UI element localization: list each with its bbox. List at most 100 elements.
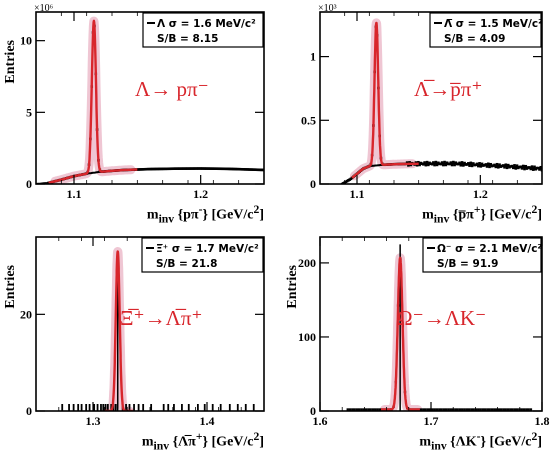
plot-area bbox=[36, 16, 264, 184]
plot-area bbox=[346, 244, 533, 411]
data-point bbox=[440, 161, 444, 164]
data-point bbox=[351, 408, 354, 411]
data-point bbox=[505, 166, 509, 170]
data-point bbox=[463, 408, 466, 411]
x-axis-label-box: minv {pπ-} [GeV/c2] bbox=[146, 203, 264, 223]
data-point bbox=[479, 165, 483, 168]
data-point bbox=[477, 408, 480, 411]
data-point bbox=[362, 408, 365, 411]
data-point bbox=[483, 408, 487, 411]
x-axis-label: minv {pπ-} [GeV/c2] bbox=[146, 203, 264, 223]
data-point bbox=[467, 408, 471, 411]
data-point bbox=[428, 408, 432, 411]
data-point bbox=[504, 408, 507, 411]
data-point bbox=[479, 408, 482, 411]
x-tick-label: 1.1 bbox=[350, 187, 365, 201]
data-point bbox=[431, 408, 434, 411]
data-point bbox=[493, 408, 496, 411]
data-point bbox=[511, 408, 514, 411]
data-point bbox=[454, 408, 457, 411]
data-point bbox=[435, 408, 439, 411]
data-point bbox=[520, 408, 523, 411]
y-tick-label: 20 bbox=[20, 307, 32, 321]
y-axis-label: Entries bbox=[285, 264, 300, 308]
x-tick-label: 1.7 bbox=[424, 414, 439, 428]
data-point bbox=[458, 408, 462, 411]
data-point bbox=[433, 408, 436, 411]
data-point bbox=[444, 163, 448, 167]
data-point bbox=[360, 408, 363, 411]
y-tick-label: 0.5 bbox=[301, 113, 316, 127]
reaction-label: Ξ̅⁺→Λ̅π⁺ bbox=[120, 306, 203, 330]
data-point bbox=[470, 408, 473, 411]
data-point bbox=[371, 408, 375, 411]
data-point bbox=[438, 408, 441, 411]
data-point bbox=[515, 164, 519, 167]
data-point bbox=[486, 408, 489, 411]
data-point bbox=[435, 163, 439, 167]
data-point bbox=[513, 408, 517, 411]
data-point bbox=[494, 165, 498, 169]
chart-panel-2: 1.1 1.2 0 0.5 1 ×10³ minv {p̅π+} [GeV/c2] Λ̅ σ … bbox=[301, 3, 543, 223]
legend-sigma: Ω⁻ σ = 2.1 MeV/c² bbox=[437, 243, 542, 255]
data-point bbox=[502, 408, 505, 411]
data-point bbox=[522, 408, 526, 411]
data-point bbox=[405, 161, 409, 164]
plot-frame bbox=[35, 11, 265, 185]
data-point bbox=[529, 167, 533, 171]
data-point bbox=[450, 163, 454, 167]
y-axis-label: Entries bbox=[3, 39, 18, 83]
data-point bbox=[487, 162, 490, 166]
data-point bbox=[425, 160, 429, 164]
reaction-label: Λ̅→p̅π⁺ bbox=[414, 77, 482, 101]
data-point bbox=[443, 160, 446, 164]
data-point bbox=[459, 163, 463, 167]
data-point bbox=[422, 408, 425, 411]
legend-sb: S/B = 91.9 bbox=[437, 258, 498, 270]
data-point bbox=[442, 408, 446, 411]
data-point bbox=[524, 164, 528, 168]
x-tick-label: 1.8 bbox=[535, 414, 550, 428]
data-point bbox=[468, 164, 471, 167]
data-point bbox=[461, 408, 464, 411]
y-tick-label: 0 bbox=[26, 404, 32, 418]
data-point bbox=[415, 163, 419, 167]
data-point bbox=[469, 161, 473, 165]
data-point bbox=[432, 161, 435, 164]
data-point bbox=[472, 162, 475, 165]
legend-sb: S/B = 4.09 bbox=[444, 33, 505, 45]
data-point bbox=[408, 161, 411, 164]
data-point bbox=[357, 408, 361, 411]
data-point bbox=[498, 163, 501, 166]
x-axis-label-box: minv {p̅π+} [GeV/c2] bbox=[422, 203, 542, 223]
data-point bbox=[514, 167, 518, 170]
x-tick-label: 1.2 bbox=[473, 187, 488, 201]
data-point bbox=[424, 163, 428, 167]
data-point bbox=[348, 408, 352, 411]
data-point bbox=[374, 408, 377, 411]
y-tick-label: 10 bbox=[20, 34, 32, 48]
data-point bbox=[449, 408, 452, 411]
data-point bbox=[499, 408, 503, 411]
data-point bbox=[414, 161, 418, 164]
data-point bbox=[418, 163, 421, 167]
data-point bbox=[506, 163, 510, 167]
data-point bbox=[485, 165, 489, 168]
x-axis-label: minv {Λ̅π+} [GeV/c2] bbox=[141, 430, 264, 450]
data-point bbox=[497, 408, 501, 411]
data-point bbox=[427, 163, 430, 167]
fit-line bbox=[47, 19, 139, 184]
axis-exponent: ×10⁶ bbox=[34, 3, 54, 14]
data-point bbox=[426, 408, 430, 411]
data-point bbox=[378, 408, 382, 411]
data-point bbox=[376, 408, 379, 411]
data-point bbox=[447, 408, 450, 411]
data-point bbox=[504, 163, 508, 167]
data-point bbox=[434, 160, 438, 164]
data-point bbox=[477, 164, 480, 168]
data-point bbox=[440, 408, 443, 411]
fit-line bbox=[351, 21, 420, 179]
